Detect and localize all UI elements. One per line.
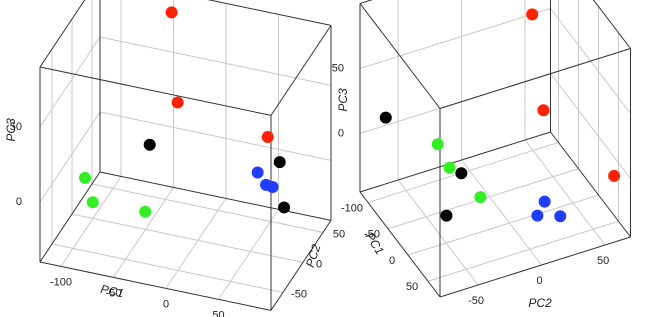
point <box>139 205 152 218</box>
point <box>531 209 544 222</box>
point <box>251 166 264 179</box>
box-edge <box>359 191 441 298</box>
box-edge <box>359 0 373 4</box>
box-edge <box>270 220 332 311</box>
box-edge <box>592 0 631 49</box>
grid-line <box>407 194 599 256</box>
grid-line <box>397 179 479 286</box>
box-edge <box>39 171 101 263</box>
point <box>526 8 539 21</box>
y-tick-label: 50 <box>333 228 345 240</box>
box-edge <box>439 236 631 298</box>
z-tick-label: 50 <box>332 62 344 74</box>
point <box>455 167 468 180</box>
grid-line <box>461 159 542 266</box>
grid-line <box>71 213 304 263</box>
box-edge <box>270 25 332 116</box>
point <box>278 201 291 214</box>
point <box>379 111 392 124</box>
axis-label: PC2 <box>528 296 552 310</box>
box-edge <box>550 131 631 238</box>
point <box>474 191 487 204</box>
z-tick-label: 0 <box>16 196 22 208</box>
point <box>165 6 178 19</box>
grid-line <box>359 8 551 69</box>
grid-line <box>99 36 332 86</box>
x-tick-label: -100 <box>50 276 72 288</box>
point <box>143 138 156 151</box>
axis-label: PC2 <box>303 242 324 269</box>
z-tick-label: 0 <box>338 127 344 139</box>
box-edge <box>39 66 272 116</box>
grid-line <box>218 209 279 300</box>
grid-line <box>550 73 631 179</box>
x-tick-label: 50 <box>212 309 224 317</box>
x-tick-label: -100 <box>341 202 363 214</box>
box-edge <box>359 131 551 193</box>
point <box>273 156 286 169</box>
grid-line <box>39 36 101 128</box>
point <box>171 96 184 109</box>
point <box>261 131 274 143</box>
x-tick-label: 0 <box>163 298 169 310</box>
x-tick-label: -50 <box>106 287 122 299</box>
y-tick-label: 0 <box>316 258 322 270</box>
grid-line <box>39 111 101 203</box>
grid-line <box>60 176 122 267</box>
point <box>537 104 550 117</box>
y-tick-label: -50 <box>468 295 484 307</box>
grid-line <box>99 111 332 161</box>
axis-label: PC3 <box>336 88 350 112</box>
point <box>554 210 567 223</box>
point <box>440 209 453 222</box>
grid-line <box>113 187 174 278</box>
grid-line <box>165 198 227 289</box>
box-edge <box>439 48 631 109</box>
axis-label: PC1 <box>363 230 387 257</box>
point <box>538 195 551 208</box>
box-edge <box>207 0 332 26</box>
z-tick-label: 50 <box>10 121 22 133</box>
y-tick-label: 0 <box>537 275 543 287</box>
point <box>86 196 99 209</box>
box-edge <box>359 3 441 109</box>
point <box>431 138 444 151</box>
x-tick-label: -50 <box>364 229 380 241</box>
grid-line <box>427 220 619 282</box>
grid-line <box>524 139 606 246</box>
grid-line <box>51 243 284 293</box>
box-edge <box>99 171 332 221</box>
grid-line <box>91 183 324 233</box>
axis-label: PC3 <box>4 118 18 142</box>
box-edge <box>39 261 272 311</box>
x-tick-label: 0 <box>389 255 395 267</box>
y-tick-label: 50 <box>597 255 609 267</box>
axis-label: PC1 <box>99 282 125 301</box>
point <box>266 181 279 194</box>
x-tick-label: 50 <box>406 281 418 293</box>
point <box>608 169 621 182</box>
y-tick-label: -50 <box>291 288 307 300</box>
box-edge <box>39 0 86 68</box>
point <box>443 161 456 174</box>
point <box>79 171 91 184</box>
